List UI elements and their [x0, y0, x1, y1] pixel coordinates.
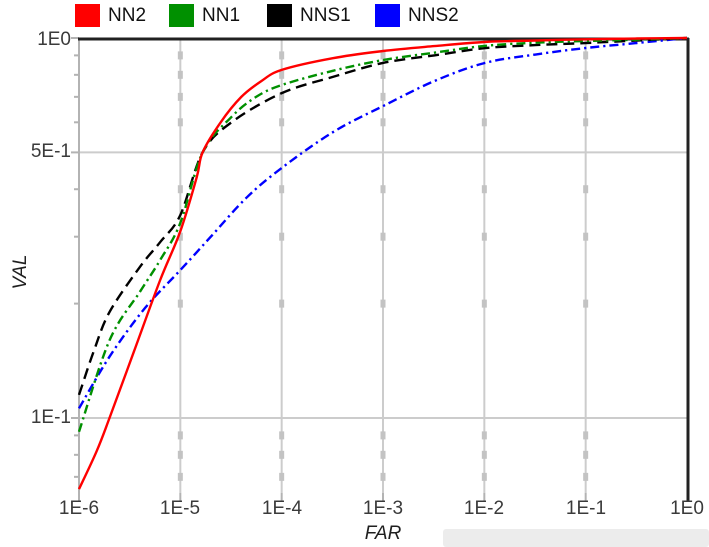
x-tick-label-1e-6: 1E-6	[58, 498, 100, 519]
x-tick-label-1e-2: 1E-2	[463, 498, 505, 519]
legend-swatch-nn1	[169, 4, 194, 27]
x-tick-label-1e-4: 1E-4	[261, 498, 303, 519]
curve-nn1	[77, 36, 688, 433]
x-tick-label-1e-1: 1E-1	[565, 498, 607, 519]
curve-nns1	[77, 36, 688, 396]
legend-label-nn2: NN2	[108, 5, 147, 26]
y-tick-label-5e-1: 5E-1	[30, 141, 71, 162]
x-axis-title: FAR	[364, 523, 402, 544]
y-tick-label-1e-1: 1E-1	[30, 407, 71, 428]
legend-label-nns1: NNS1	[300, 5, 351, 26]
watermark-band	[443, 529, 709, 547]
curve-nns2	[77, 36, 688, 409]
y-axis-title: VAL	[10, 254, 31, 290]
x-tick-label-1e0: 1E0	[670, 498, 704, 519]
y-tick-label-1e0: 1E0	[37, 29, 71, 50]
x-tick-label-1e-5: 1E-5	[159, 498, 201, 519]
legend-label-nns2: NNS2	[408, 5, 459, 26]
legend-swatch-nns1	[267, 4, 292, 27]
x-tick-label-1e-3: 1E-3	[362, 498, 404, 519]
legend-swatch-nn2	[75, 4, 100, 27]
curve-nn2	[77, 36, 688, 490]
legend-swatch-nns2	[375, 4, 400, 27]
legend-label-nn1: NN1	[202, 5, 241, 26]
